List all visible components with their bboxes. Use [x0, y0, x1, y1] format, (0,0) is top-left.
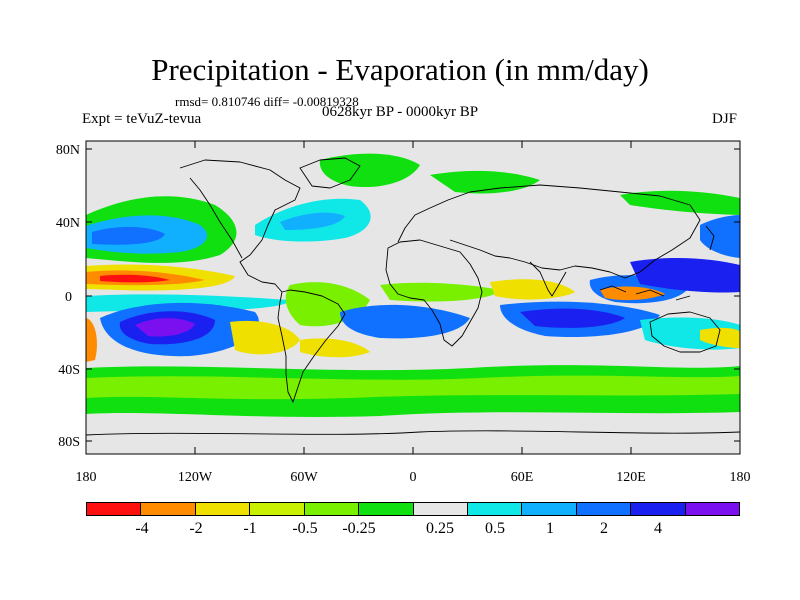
lat-label-40s: 40S [58, 363, 80, 378]
eurasia-coast [397, 184, 701, 279]
north-pacific-core [92, 226, 165, 245]
south-east-pacific-dry [230, 320, 300, 355]
lon-label-0: 0 [410, 470, 417, 485]
colorbar-label: 4 [654, 520, 662, 537]
experiment-label: Expt = teVuZ-tevua [82, 111, 202, 127]
colorbar-label: 2 [600, 520, 608, 537]
colorbar-label: 1 [546, 520, 554, 537]
colorbar-label: 0.5 [485, 520, 505, 537]
lat-label-0: 0 [65, 290, 72, 305]
colorbar-label: -0.25 [342, 520, 376, 537]
colorbar-swatch [685, 503, 740, 515]
lon-label-60w: 60W [290, 470, 318, 485]
lat-label-40n: 40N [56, 216, 80, 231]
arabian-sea-dry [490, 279, 575, 300]
indian-ocean-core [520, 308, 625, 328]
colorbar-swatch [522, 503, 577, 515]
colorbar-swatch [304, 503, 360, 515]
y-ticks [86, 148, 740, 442]
antarctica-coast [85, 430, 741, 436]
lat-label-80s: 80S [58, 435, 80, 450]
colorbar-label: 0.25 [426, 520, 454, 537]
australia-coast [649, 311, 721, 353]
lon-label-120w: 120W [178, 470, 213, 485]
north-pacific-dry-peak [100, 274, 170, 283]
south-atlantic-wet [340, 304, 470, 339]
south-pacific-peak [135, 318, 195, 337]
colorbar [86, 502, 740, 516]
colorbar-swatch [413, 503, 468, 515]
north-atlantic-high [319, 153, 420, 188]
south-america-coast [277, 289, 346, 403]
southern-ocean-band-inner [86, 375, 740, 400]
eurasia-north [430, 170, 540, 194]
lon-label-180e: 180 [730, 470, 751, 485]
map-field [86, 141, 740, 454]
sahel-band [380, 282, 500, 302]
kuroshio-wet [700, 215, 740, 258]
africa-coast [385, 239, 483, 347]
season-label: DJF [712, 111, 738, 127]
north-west-pacific [620, 190, 740, 215]
greenland-coast [299, 157, 361, 189]
australia-dry [700, 327, 740, 348]
indonesia-coast [599, 285, 691, 301]
north-america-west-coast [189, 177, 243, 259]
japan-coast [705, 225, 715, 251]
coastlines [85, 157, 741, 436]
colorbar-label: -4 [135, 520, 149, 537]
stats-line: rmsd= 0.810746 diff= -0.00819328 [175, 94, 359, 109]
india-coast [529, 261, 567, 297]
west-pacific-wet [630, 258, 740, 293]
lon-label-60e: 60E [511, 470, 534, 485]
south-atlantic-dry [300, 338, 370, 358]
lon-label-180w: 180 [76, 470, 97, 485]
colorbar-swatch [467, 503, 523, 515]
period-label: 0628kyr BP - 0000kyr BP [322, 104, 479, 120]
colorbar-label: -0.5 [292, 520, 318, 537]
x-ticks [85, 141, 741, 454]
colorbar-swatch [141, 503, 196, 515]
colorbar-swatch [87, 503, 142, 515]
lon-label-120e: 120E [616, 470, 646, 485]
colorbar-swatch [195, 503, 251, 515]
chart-title: Precipitation - Evaporation (in mm/day) [151, 52, 649, 87]
colorbar-swatch [359, 503, 414, 515]
colorbar-swatch [250, 503, 305, 515]
colorbar-swatch [631, 503, 686, 515]
colorbar-label: -2 [189, 520, 203, 537]
north-america-coast [179, 159, 301, 293]
colorbar-label: -1 [243, 520, 257, 537]
north-atlantic-core [280, 212, 345, 230]
lat-label-80n: 80N [56, 143, 80, 158]
colorbar-swatch [576, 503, 632, 515]
south-pacific-dry-west [86, 318, 97, 362]
